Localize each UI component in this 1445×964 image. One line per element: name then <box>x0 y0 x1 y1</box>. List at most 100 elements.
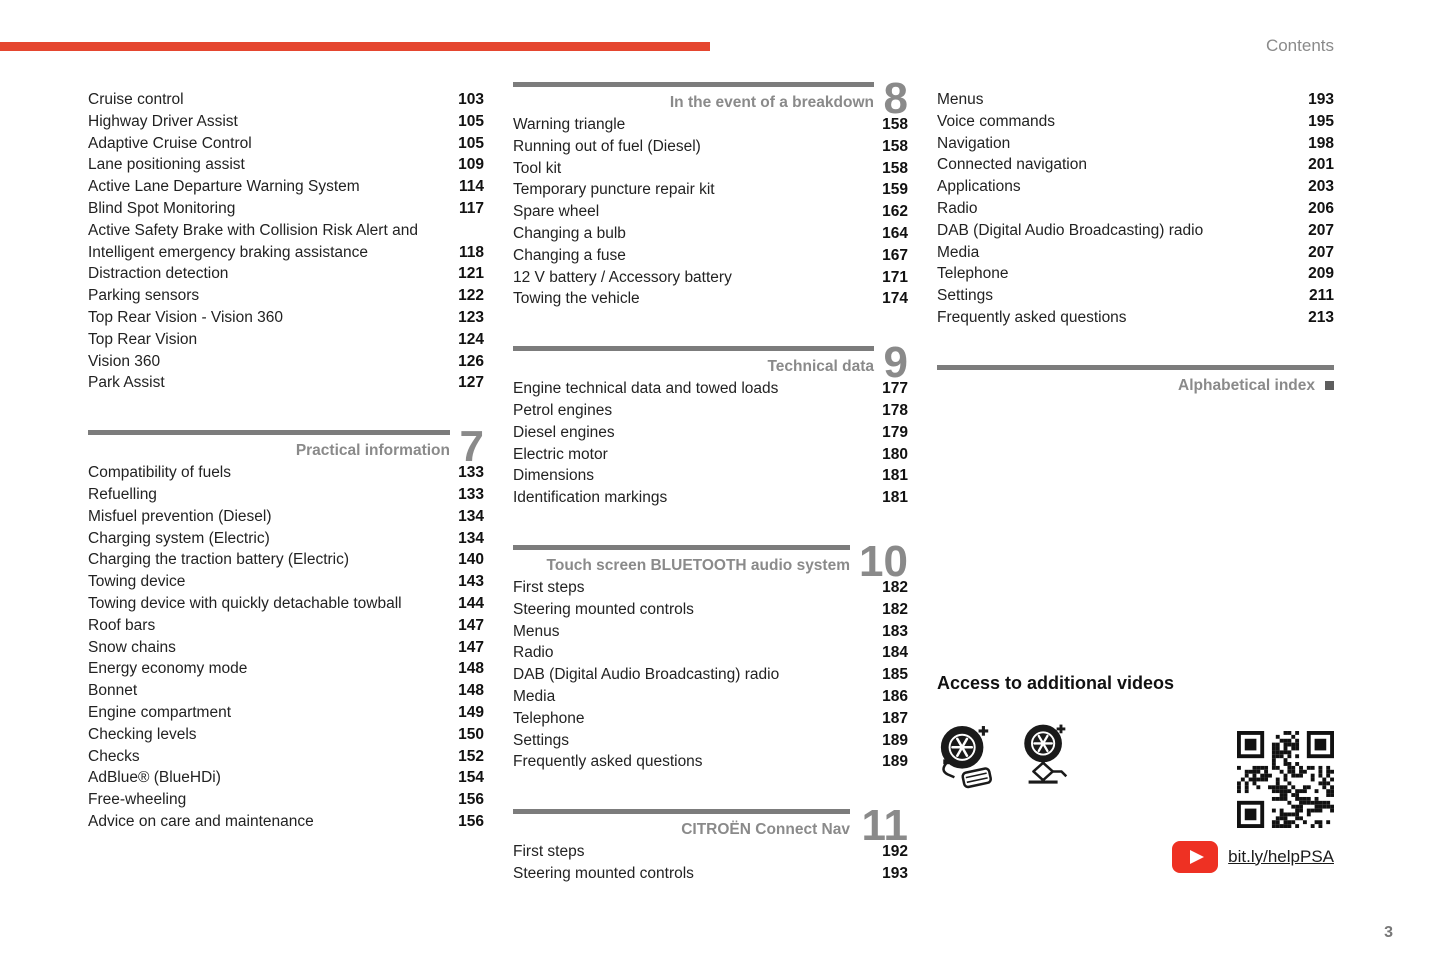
toc-entry[interactable]: Blind Spot Monitoring 117 <box>88 198 484 220</box>
toc-entry[interactable]: Navigation 198 <box>937 133 1334 155</box>
toc-entry-label: Settings <box>937 287 994 305</box>
toc-entry-page: 143 <box>458 573 484 591</box>
toc-entry[interactable]: Electric motor 180 <box>513 444 908 466</box>
toc-entry[interactable]: Bonnet 148 <box>88 680 484 702</box>
toc-entry[interactable]: Cruise control 103 <box>88 89 484 111</box>
toc-entry[interactable]: Parking sensors 122 <box>88 285 484 307</box>
help-video-link[interactable]: bit.ly/helpPSA <box>1228 846 1334 866</box>
toc-rows: Cruise control 103 Highway Driver Assist 10… <box>88 89 484 394</box>
toc-entry-page: 206 <box>1308 199 1334 217</box>
toc-entry[interactable]: Applications 203 <box>937 176 1334 198</box>
toc-entry-page: 147 <box>458 638 484 656</box>
toc-entry-label: Adaptive Cruise Control <box>88 134 252 152</box>
toc-entry-label: Frequently asked questions <box>937 308 1127 326</box>
toc-entry[interactable]: Vision 360 126 <box>88 351 484 373</box>
toc-entry[interactable]: Diesel engines 179 <box>513 422 908 444</box>
toc-entry-label: DAB (Digital Audio Broadcasting) radio <box>937 221 1204 239</box>
toc-entry[interactable]: Telephone 187 <box>513 708 908 730</box>
toc-entry-page: 118 <box>458 243 484 261</box>
toc-entry[interactable]: AdBlue® (BlueHDi) 154 <box>88 767 484 789</box>
toc-entry[interactable]: Engine compartment 149 <box>88 702 484 724</box>
toc-entry[interactable]: 12 V battery / Accessory battery 171 <box>513 267 908 289</box>
toc-entry-page: 174 <box>882 290 908 308</box>
toc-entry[interactable]: Menus 183 <box>513 621 908 643</box>
toc-entry[interactable]: First steps 182 <box>513 577 908 599</box>
toc-entry[interactable]: Lane positioning assist 109 <box>88 154 484 176</box>
toc-entry-page: 148 <box>458 682 484 700</box>
toc-entry[interactable]: Changing a fuse 167 <box>513 245 908 267</box>
toc-entry[interactable]: Energy economy mode 148 <box>88 658 484 680</box>
toc-entry[interactable]: Checking levels 150 <box>88 724 484 746</box>
toc-entry[interactable]: Menus 193 <box>937 89 1334 111</box>
toc-entry[interactable]: Temporary puncture repair kit 159 <box>513 179 908 201</box>
toc-entry-label: Parking sensors <box>88 287 200 305</box>
toc-entry[interactable]: Highway Driver Assist 105 <box>88 111 484 133</box>
toc-entry[interactable]: Active Safety Brake with Collision Risk … <box>88 220 484 242</box>
toc-entry[interactable]: Changing a bulb 164 <box>513 223 908 245</box>
toc-entry[interactable]: Dimensions 181 <box>513 465 908 487</box>
toc-entry[interactable]: Petrol engines 178 <box>513 400 908 422</box>
toc-entry-label: Electric motor <box>513 445 608 463</box>
toc-entry[interactable]: Steering mounted controls 182 <box>513 599 908 621</box>
toc-entry-label: Towing the vehicle <box>513 290 640 308</box>
toc-entry[interactable]: Distraction detection 121 <box>88 263 484 285</box>
toc-entry[interactable]: DAB (Digital Audio Broadcasting) radio 20… <box>937 220 1334 242</box>
toc-entry[interactable]: Charging system (Electric) 134 <box>88 528 484 550</box>
toc-entry[interactable]: Active Lane Departure Warning System 114 <box>88 176 484 198</box>
section-divider-bar <box>937 364 1334 370</box>
toc-entry[interactable]: Intelligent emergency braking assistance… <box>88 242 484 264</box>
toc-entry-label: First steps <box>513 578 585 596</box>
toc-entry[interactable]: Towing device with quickly detachable to… <box>88 593 484 615</box>
toc-entry[interactable]: Checks 152 <box>88 746 484 768</box>
toc-entry-page: 133 <box>458 464 484 482</box>
toc-entry-label: Tool kit <box>513 159 562 177</box>
toc-entry[interactable]: Roof bars 147 <box>88 615 484 637</box>
toc-entry[interactable]: Advice on care and maintenance 156 <box>88 811 484 833</box>
section-number: 9 <box>883 338 908 388</box>
toc-entry[interactable]: Adaptive Cruise Control 105 <box>88 133 484 155</box>
toc-entry-label: Vision 360 <box>88 352 161 370</box>
toc-entry[interactable]: Steering mounted controls 193 <box>513 863 908 885</box>
toc-entry[interactable]: Top Rear Vision - Vision 360 123 <box>88 307 484 329</box>
toc-entry-label: Running out of fuel (Diesel) <box>513 137 701 155</box>
toc-column-1: Cruise control 103 Highway Driver Assist 10… <box>88 89 484 833</box>
toc-entry[interactable]: Towing device 143 <box>88 571 484 593</box>
toc-entry[interactable]: Charging the traction battery (Electric)… <box>88 549 484 571</box>
toc-entry[interactable]: Media 186 <box>513 686 908 708</box>
toc-entry[interactable]: Settings 211 <box>937 285 1334 307</box>
toc-entry[interactable]: Radio 206 <box>937 198 1334 220</box>
toc-entry[interactable]: Connected navigation 201 <box>937 154 1334 176</box>
toc-entry[interactable]: Engine technical data and towed loads 177 <box>513 378 908 400</box>
toc-entry-page: 193 <box>1308 91 1334 108</box>
videos-icons-row <box>937 723 1334 828</box>
toc-section: CITROËN Connect Nav 11 First steps 192 Steer… <box>513 804 908 885</box>
toc-entry[interactable]: Tool kit 158 <box>513 158 908 180</box>
toc-entry[interactable]: Running out of fuel (Diesel) 158 <box>513 136 908 158</box>
toc-entry[interactable]: Settings 189 <box>513 730 908 752</box>
toc-entry[interactable]: Snow chains 147 <box>88 637 484 659</box>
toc-entry-label: Charging system (Electric) <box>88 529 270 547</box>
toc-entry[interactable]: Spare wheel 162 <box>513 201 908 223</box>
toc-entry[interactable]: Frequently asked questions 189 <box>513 751 908 773</box>
toc-entry[interactable]: Refuelling 133 <box>88 484 484 506</box>
toc-entry[interactable]: Misfuel prevention (Diesel) 134 <box>88 506 484 528</box>
toc-entry-page: 179 <box>882 423 908 441</box>
toc-rows: Engine technical data and towed loads 177… <box>513 378 908 509</box>
toc-entry-label: Menus <box>513 622 560 640</box>
toc-entry[interactable]: Park Assist 127 <box>88 372 484 394</box>
toc-entry-label: AdBlue® (BlueHDi) <box>88 769 221 787</box>
toc-entry[interactable]: Compatibility of fuels 133 <box>88 462 484 484</box>
toc-entry[interactable]: Media 207 <box>937 242 1334 264</box>
toc-entry[interactable]: First steps 192 <box>513 841 908 863</box>
toc-entry[interactable]: Telephone 209 <box>937 263 1334 285</box>
toc-entry[interactable]: Free-wheeling 156 <box>88 789 484 811</box>
toc-entry[interactable]: Towing the vehicle 174 <box>513 288 908 310</box>
toc-entry[interactable]: Voice commands 195 <box>937 111 1334 133</box>
toc-entry[interactable]: Radio 184 <box>513 642 908 664</box>
toc-entry[interactable]: Top Rear Vision 124 <box>88 329 484 351</box>
toc-entry[interactable]: Warning triangle 158 <box>513 114 908 136</box>
toc-entry-label: Active Lane Departure Warning System <box>88 178 360 196</box>
toc-entry[interactable]: Frequently asked questions 213 <box>937 307 1334 329</box>
toc-entry[interactable]: DAB (Digital Audio Broadcasting) radio 18… <box>513 664 908 686</box>
toc-entry[interactable]: Identification markings 181 <box>513 487 908 509</box>
